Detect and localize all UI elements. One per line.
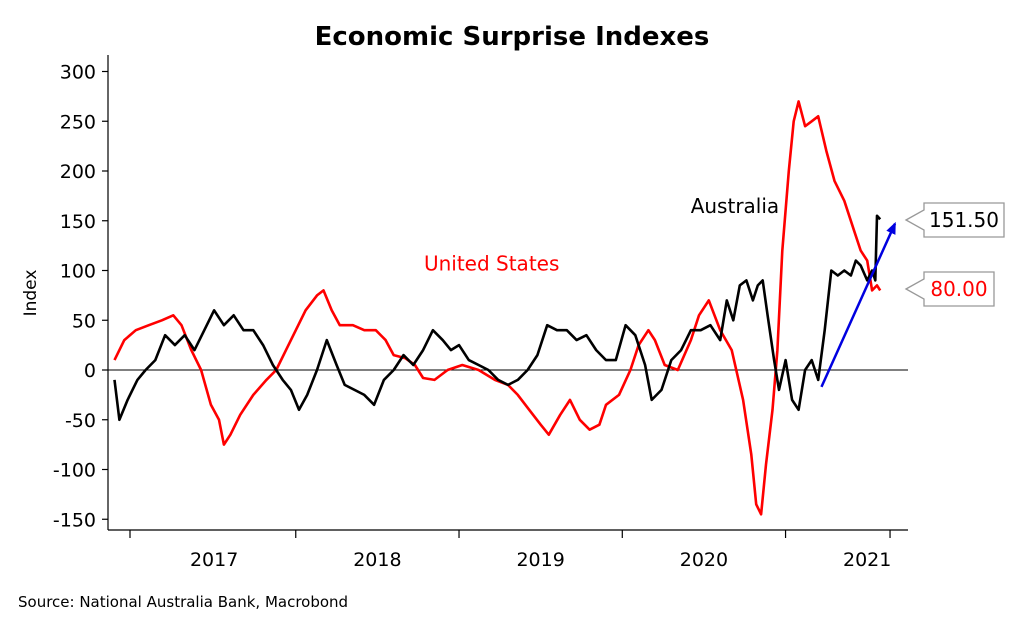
callout-value: 151.50 — [929, 208, 999, 232]
series-line-australia — [113, 214, 882, 422]
callout-value: 80.00 — [930, 277, 987, 301]
series-labels: United States Australia — [424, 194, 779, 276]
y-axis: 300 250 200 150 100 50 0 -50 -100 -150 — [53, 55, 109, 531]
y-tick-label: -50 — [65, 410, 96, 432]
x-tick-label: 2019 — [516, 549, 564, 571]
trend-arrow-line — [820, 221, 897, 388]
source-note: Source: National Australia Bank, Macrobo… — [18, 593, 348, 611]
y-tick-label: 50 — [72, 310, 96, 332]
y-axis-label: Index — [21, 270, 41, 317]
y-tick-label: 100 — [60, 261, 96, 283]
x-axis: 2017 2018 2019 2020 2021 — [108, 529, 908, 571]
y-tick-label: -100 — [53, 460, 96, 482]
value-callouts: 151.50 80.00 — [904, 202, 1005, 307]
y-tick-label: 0 — [84, 360, 96, 382]
series-label: Australia — [691, 194, 779, 218]
callout-box — [904, 202, 1005, 238]
series-label: United States — [424, 252, 559, 276]
y-tick-label: 300 — [60, 62, 96, 84]
y-tick-label: 150 — [60, 211, 96, 233]
x-tick-label: 2021 — [843, 549, 891, 571]
y-tick-label: -150 — [53, 509, 96, 531]
callout-box — [904, 271, 995, 307]
trend-arrow — [820, 221, 897, 388]
y-tick-label: 250 — [60, 111, 96, 133]
y-tick-label: 200 — [60, 161, 96, 183]
chart-title: Economic Surprise Indexes — [315, 22, 710, 52]
x-tick-label: 2018 — [353, 549, 401, 571]
x-tick-label: 2017 — [190, 549, 238, 571]
series-lines — [113, 100, 882, 516]
series-line-united-states — [113, 100, 882, 516]
x-tick-label: 2020 — [680, 549, 728, 571]
